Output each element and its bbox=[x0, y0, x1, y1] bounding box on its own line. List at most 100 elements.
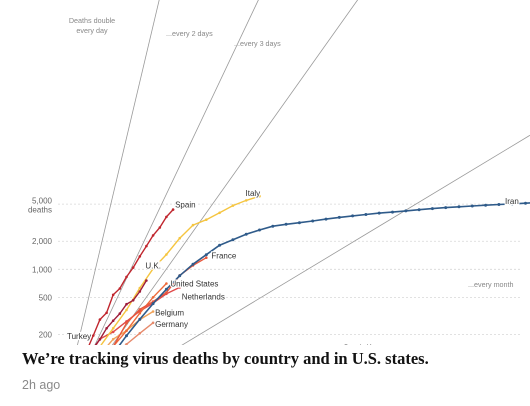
point-iran-33 bbox=[497, 203, 501, 206]
series-iran bbox=[118, 201, 530, 345]
country-series bbox=[88, 194, 530, 345]
point-iran-7 bbox=[151, 302, 155, 306]
point-netherlands-9 bbox=[178, 286, 181, 289]
reference-line-1d bbox=[77, 0, 160, 345]
label-south-korea: South Korea bbox=[343, 344, 388, 345]
point-u-k-10 bbox=[125, 302, 128, 306]
country-labels: South KoreaJapanTurkeyGermanyBelgiumNeth… bbox=[66, 188, 520, 345]
point-united-states-5 bbox=[125, 329, 128, 333]
point-iran-20 bbox=[324, 217, 328, 221]
series-line-iran bbox=[118, 202, 530, 345]
point-u-k-11 bbox=[131, 299, 135, 302]
point-u-k-7 bbox=[105, 327, 108, 330]
point-spain-9 bbox=[118, 287, 122, 290]
y-tick-2000: 2,000 bbox=[32, 237, 53, 246]
series-line-italy bbox=[100, 195, 260, 345]
reference-label-2d: ...every 2 days bbox=[166, 29, 213, 38]
point-germany-7 bbox=[151, 321, 155, 325]
series-line-netherlands bbox=[95, 286, 181, 345]
point-italy-4 bbox=[111, 327, 115, 330]
point-italy-10 bbox=[191, 223, 195, 227]
point-spain-7 bbox=[105, 311, 108, 315]
point-france-8 bbox=[165, 291, 168, 294]
point-spain-16 bbox=[165, 215, 168, 219]
y-tick-1000: 1,000 bbox=[32, 265, 53, 274]
point-belgium-7 bbox=[151, 310, 155, 313]
point-france-11 bbox=[205, 256, 208, 260]
point-iran-15 bbox=[258, 228, 261, 232]
reference-label-1d: Deaths double every day bbox=[69, 16, 115, 35]
label-u-k: U.K. bbox=[145, 262, 161, 271]
point-iran-24 bbox=[377, 211, 381, 215]
point-italy-15 bbox=[258, 194, 261, 198]
point-italy-9 bbox=[178, 236, 181, 240]
point-iran-21 bbox=[337, 215, 341, 219]
point-netherlands-4 bbox=[111, 330, 115, 334]
point-italy-5 bbox=[125, 308, 128, 312]
timestamp: 2h ago bbox=[22, 378, 61, 392]
point-spain-15 bbox=[158, 226, 162, 229]
point-france-5 bbox=[125, 321, 128, 325]
point-iran-10 bbox=[191, 262, 195, 266]
y-tick-200: 200 bbox=[39, 330, 53, 339]
label-iran: Iran bbox=[505, 197, 519, 206]
label-belgium: Belgium bbox=[155, 309, 184, 318]
point-iran-16 bbox=[271, 224, 275, 228]
point-germany-5 bbox=[125, 343, 128, 345]
reference-label-30d: ...every month bbox=[468, 280, 514, 289]
point-spain-10 bbox=[125, 275, 128, 279]
point-u-k-13 bbox=[145, 279, 148, 282]
point-spain-17 bbox=[171, 208, 175, 211]
point-spain-14 bbox=[151, 234, 155, 237]
series-united-states bbox=[113, 282, 168, 345]
point-belgium-4 bbox=[111, 337, 115, 341]
point-france-6 bbox=[138, 308, 142, 311]
point-germany-6 bbox=[138, 332, 142, 335]
point-united-states-8 bbox=[165, 282, 168, 285]
label-france: France bbox=[211, 252, 236, 261]
series-line-united-states bbox=[113, 283, 167, 345]
point-italy-12 bbox=[218, 211, 221, 215]
label-netherlands: Netherlands bbox=[182, 292, 225, 301]
point-iran-35 bbox=[524, 201, 527, 205]
point-united-states-7 bbox=[151, 296, 155, 299]
point-iran-11 bbox=[204, 253, 208, 257]
point-iran-18 bbox=[297, 221, 301, 225]
reference-line-3d bbox=[111, 0, 359, 345]
doubling-reference-lines bbox=[77, 0, 530, 345]
point-iran-6 bbox=[138, 317, 142, 321]
reference-label-3d: ...every 3 days bbox=[234, 39, 281, 48]
point-iran-19 bbox=[311, 219, 315, 223]
point-iran-26 bbox=[404, 209, 408, 213]
point-united-states-6 bbox=[138, 311, 142, 315]
reference-line-2d bbox=[94, 0, 259, 345]
doubling-reference-labels: Deaths double every day ...every 2 days...… bbox=[69, 16, 514, 289]
headline[interactable]: We’re tracking virus deaths by country a… bbox=[22, 349, 429, 368]
point-iran-32 bbox=[484, 203, 488, 207]
series-italy bbox=[100, 194, 261, 345]
point-u-k-9 bbox=[118, 312, 122, 315]
point-iran-9 bbox=[178, 274, 182, 278]
point-iran-31 bbox=[470, 204, 474, 208]
point-iran-27 bbox=[417, 208, 421, 212]
point-iran-34 bbox=[510, 202, 514, 206]
point-iran-5 bbox=[125, 334, 128, 338]
point-iran-23 bbox=[364, 213, 368, 216]
point-iran-28 bbox=[430, 207, 434, 211]
label-spain: Spain bbox=[175, 201, 195, 210]
reference-line-7d bbox=[181, 134, 530, 345]
series-line-germany bbox=[124, 322, 154, 345]
series-line-spain bbox=[88, 209, 174, 345]
label-germany: Germany bbox=[155, 320, 188, 329]
point-iran-8 bbox=[164, 287, 168, 291]
point-spain-5 bbox=[92, 334, 95, 337]
y-tick-5000: 5,000 deaths bbox=[28, 197, 53, 215]
point-iran-17 bbox=[284, 222, 288, 226]
label-united-states: United States bbox=[170, 280, 218, 289]
point-iran-25 bbox=[391, 210, 394, 214]
point-italy-13 bbox=[231, 204, 235, 207]
point-u-k-6 bbox=[98, 338, 102, 341]
point-u-k-12 bbox=[138, 290, 142, 293]
